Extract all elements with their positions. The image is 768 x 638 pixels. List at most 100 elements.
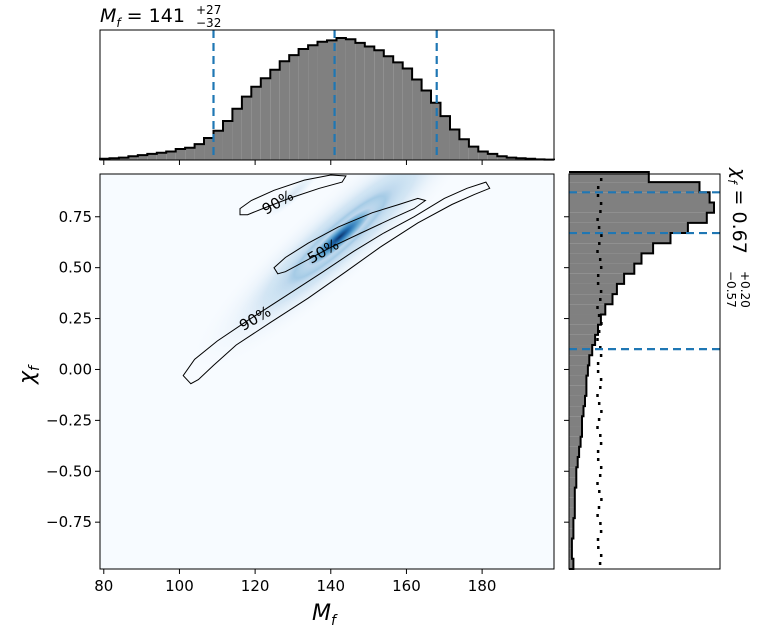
x-tick-label-0: 80 [94,577,113,595]
y-tick-label-1: 0.50 [59,259,92,277]
top-panel-frame [99,29,555,161]
top-hist-bar [194,144,205,160]
right-hist-bar [569,467,577,478]
right-prior-line [596,178,603,565]
title-spin-minus: −0.57 [724,271,738,308]
right-hist-bar [569,222,688,234]
density-secondary-lobe [264,174,322,221]
right-hist-bar [569,507,575,519]
top-hist-bar [421,90,432,160]
top-hist-bar [336,38,346,160]
top-hist-bar [317,41,327,160]
right-hist-bar [569,406,584,417]
top-hist-bar [431,102,441,160]
title-spin-equals: = [728,183,750,211]
top-hist-bar [175,149,186,160]
top-hist-bar [260,78,271,160]
right-hist-bar [569,171,649,183]
joint-density-heatmap [100,174,554,569]
top-hist-bar [449,129,460,160]
y-tick-label-5: −0.50 [46,462,92,480]
top-hist-bar [487,153,498,160]
top-hist-bar [251,86,261,160]
right-hist-bar [569,304,606,315]
right-hist-bar [569,375,587,386]
right-hist-bar [569,365,588,376]
top-hist-bar [393,62,403,160]
x-axis-ticks: 80 100 120 140 160 180 [94,160,496,595]
right-hist-bar [569,324,598,335]
title-mass-equals: = [121,5,149,27]
right-hist-bar [569,182,700,193]
right-hist-bar [569,436,581,447]
top-marginal-histogram [99,30,555,161]
x-tick-label-3: 140 [316,577,345,595]
right-hist-bar [569,355,590,366]
title-spin-sub: f [725,179,739,185]
right-hist-bar [569,294,613,305]
top-hist-bar [459,139,469,160]
right-hist-bar [569,446,580,458]
y-axis-ticks: 0.75 0.50 0.25 0.00 −0.25 −0.50 −0.75 [46,208,100,531]
top-hist-bar [478,151,488,160]
x-tick-label-2: 120 [241,577,270,595]
right-hist-bar [569,497,575,508]
title-mass: Mf = 141 [100,5,185,30]
top-hist-bar [270,69,280,160]
top-hist-bar [137,155,148,160]
title-mass-symbol: M [100,5,116,27]
top-hist-bar [222,120,233,160]
x-tick-label-4: 160 [392,577,421,595]
right-hist-bar [569,345,593,356]
title-spin-plus: +0.20 [738,271,752,308]
top-hist-bar [241,96,252,160]
top-hist-bar [166,151,176,160]
top-hist-bar [374,50,384,161]
y-tick-label-6: −0.75 [46,513,92,531]
title-mass-minus: −32 [196,16,221,30]
right-hist-bar [569,385,587,396]
right-hist-bar [569,273,625,284]
top-hist-bar [468,146,479,160]
right-hist-bar [569,212,707,223]
top-hist-bar [147,153,157,160]
y-tick-label-2: 0.25 [59,310,92,328]
title-spin-group: χf = 0.67 +0.20 −0.57 [724,167,752,308]
top-hist-bar [497,156,507,160]
top-hist-bar [156,152,167,160]
contour-0 [182,181,491,385]
top-hist-bar [279,61,290,160]
top-hist-bar [383,56,394,160]
right-hist-bar [569,426,583,437]
right-hist-bar [569,334,596,346]
y-tick-label-4: −0.25 [46,411,92,429]
y-tick-label-3: 0.00 [59,360,92,378]
title-mass-sub: f [116,16,122,30]
right-hist-bar [569,416,583,427]
top-hist-bar [412,79,422,160]
right-hist-bar [569,243,654,254]
x-tick-label-5: 180 [468,577,497,595]
right-panel-ticks [564,216,569,523]
title-mass-plus: +27 [196,3,221,17]
top-hist-bar [232,108,242,160]
top-hist-bar [298,48,309,161]
top-hist-outline [99,37,555,161]
right-hist-bar [569,314,601,325]
right-hist-bar [569,202,714,213]
top-hist-bar [204,138,214,160]
right-hist-bar [569,487,575,498]
right-marginal-histogram [569,171,720,570]
right-hist-bar [569,192,710,203]
right-hist-bar [569,457,578,468]
right-hist-bar [569,477,577,488]
title-mass-value: 141 [149,5,185,27]
top-hist-bar [345,39,356,160]
y-tick-label-0: 0.75 [59,208,92,226]
y-axis-label: χf [15,364,43,385]
top-hist-bar [355,42,365,160]
right-hist-bar [569,538,572,549]
right-hist-bar [569,558,574,569]
contour-1 [239,174,347,216]
